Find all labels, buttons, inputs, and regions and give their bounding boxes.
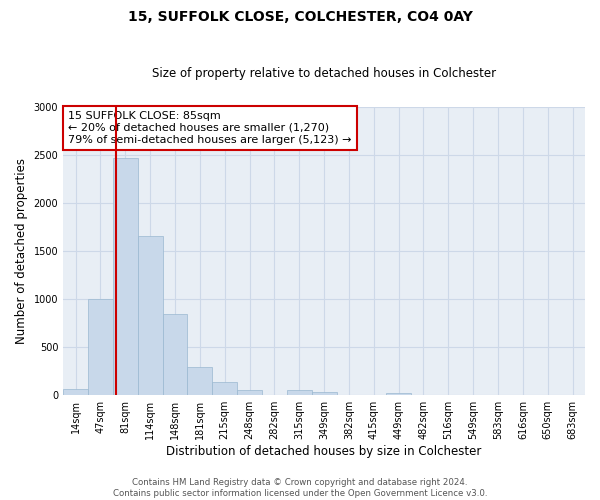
Text: Contains HM Land Registry data © Crown copyright and database right 2024.
Contai: Contains HM Land Registry data © Crown c…	[113, 478, 487, 498]
Bar	[187, 367, 212, 394]
Bar	[113, 158, 138, 394]
Bar	[237, 390, 262, 394]
Bar	[311, 392, 337, 394]
Text: 15 SUFFOLK CLOSE: 85sqm
← 20% of detached houses are smaller (1,270)
79% of semi: 15 SUFFOLK CLOSE: 85sqm ← 20% of detache…	[68, 112, 352, 144]
Y-axis label: Number of detached properties: Number of detached properties	[15, 158, 28, 344]
Bar	[386, 393, 411, 394]
Bar	[88, 299, 113, 394]
Bar	[63, 390, 88, 394]
Bar	[287, 390, 311, 394]
Bar	[163, 314, 187, 394]
Bar	[138, 236, 163, 394]
Title: Size of property relative to detached houses in Colchester: Size of property relative to detached ho…	[152, 66, 496, 80]
Text: 15, SUFFOLK CLOSE, COLCHESTER, CO4 0AY: 15, SUFFOLK CLOSE, COLCHESTER, CO4 0AY	[128, 10, 472, 24]
X-axis label: Distribution of detached houses by size in Colchester: Distribution of detached houses by size …	[166, 444, 482, 458]
Bar	[212, 382, 237, 394]
